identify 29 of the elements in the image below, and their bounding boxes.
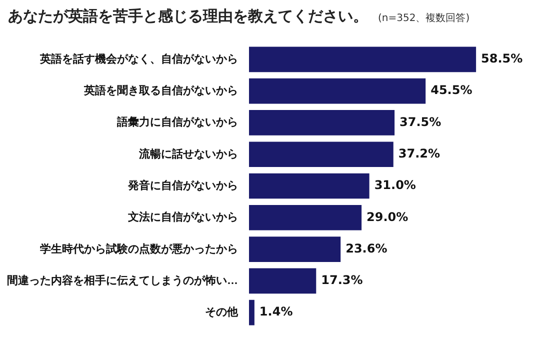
- y-tick-label: その他: [205, 306, 239, 319]
- bar: [249, 204, 362, 230]
- data-label: 37.2%: [398, 146, 440, 160]
- y-tick-label: 発音に自信がないから: [127, 179, 238, 192]
- y-tick-label: 文法に自信がないから: [127, 210, 238, 224]
- data-label: 17.3%: [321, 273, 363, 288]
- data-label: 1.4%: [259, 304, 293, 319]
- data-label: 37.5%: [400, 114, 442, 129]
- bar: [249, 46, 476, 72]
- data-label: 23.6%: [346, 241, 388, 256]
- y-tick-label: 学生時代から試験の点数が悪かったから: [40, 242, 238, 256]
- y-tick-label: 英語を話す機会がなく、自信がないから: [39, 52, 238, 66]
- data-label: 29.0%: [366, 210, 408, 224]
- bar: [249, 142, 394, 168]
- bar: [249, 173, 370, 199]
- bar: [249, 268, 316, 294]
- y-tick-label: 英語を聞き取る自信がないから: [83, 84, 238, 98]
- bar: [249, 236, 341, 262]
- data-label: 58.5%: [481, 52, 523, 66]
- data-label: 45.5%: [430, 83, 472, 98]
- chart-subtitle: (n=352、複数回答): [378, 13, 470, 24]
- data-label: 31.0%: [374, 178, 416, 192]
- bar: [249, 78, 426, 104]
- y-tick-label: 語彙力に自信がないから: [116, 116, 238, 129]
- y-tick-label: 流暢に話せないから: [138, 147, 238, 160]
- y-tick-label: 間違った内容を相手に伝えてしまうのが怖い…: [7, 274, 238, 287]
- bar: [249, 110, 395, 136]
- chart-title: あなたが英語を苦手と感じる理由を教えてください。: [8, 7, 368, 25]
- bar: [249, 300, 254, 326]
